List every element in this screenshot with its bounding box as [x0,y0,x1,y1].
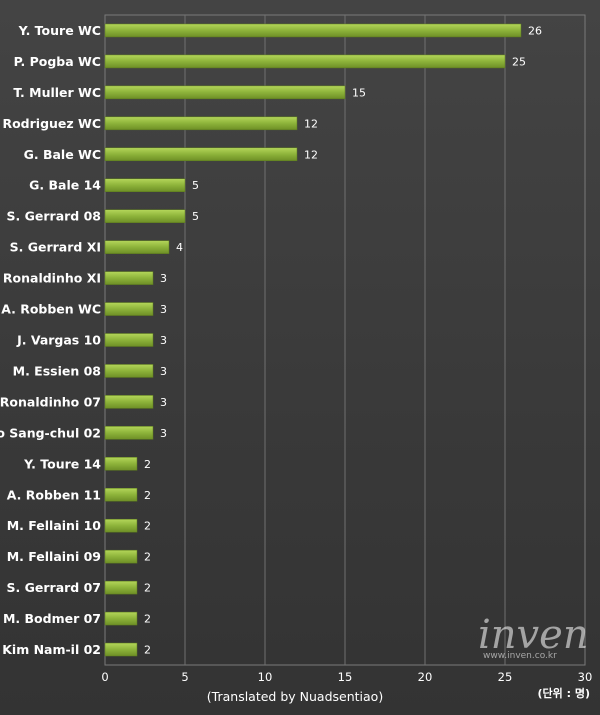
x-tick-label: 25 [498,670,513,684]
unit-label: (단위 : 명) [538,686,590,700]
category-label: T. Muller WC [13,85,101,100]
bar [104,518,138,533]
value-labels: 26 25 15 12 12 5 5 4 3 3 3 3 3 3 2 2 2 2 2 2 2 [144,24,542,656]
watermark-url: www.inven.co.kr [483,651,557,661]
value-label: 12 [304,117,318,130]
category-label: Kim Nam-il 02 [2,642,101,657]
bars [104,23,522,657]
value-label: 2 [144,613,151,626]
category-label: A. Robben 11 [7,487,101,502]
category-label: M. Bodmer 07 [3,611,101,626]
category-label: S. Gerrard 07 [7,580,101,595]
watermark: inven www.inven.co.kr [478,612,589,661]
category-label: A. Robben WC [1,302,101,317]
category-label: S. Gerrard 08 [7,209,101,224]
bar [104,611,138,626]
category-label: G. Bale 14 [29,178,101,193]
watermark-logo-text: inven [478,612,589,658]
x-tick-label: 5 [181,670,188,684]
category-label: Ronaldinho XI [3,271,101,286]
bar [104,642,138,657]
value-label: 3 [160,334,167,347]
value-label: 3 [160,272,167,285]
x-tick-label: 0 [101,670,108,684]
value-label: 2 [144,520,151,533]
category-label: J. Rodriguez WC [0,116,101,131]
value-label: 5 [192,210,199,223]
value-label: 12 [304,148,318,161]
category-label: P. Pogba WC [14,54,101,69]
value-label: 3 [160,427,167,440]
x-tick-label: 30 [578,670,593,684]
x-tick-labels: 0 5 10 15 20 25 30 [101,670,592,684]
bar [104,333,154,347]
bar [104,271,154,285]
value-label: 2 [144,644,151,657]
value-label: 2 [144,582,151,595]
bar [104,23,522,38]
category-label: Yoo Sang-chul 02 [0,425,101,440]
x-tick-label: 15 [338,670,353,684]
category-labels: Y. Toure WC P. Pogba WC T. Muller WC J. Rod… [0,23,101,657]
category-label: S. Gerrard XI [10,240,101,255]
value-label: 2 [144,551,151,564]
bar [104,549,138,564]
bar [104,209,186,223]
bar [104,364,154,378]
category-label: M. Fellaini 10 [7,518,102,533]
category-label: Y. Toure 14 [23,456,101,471]
value-label: 15 [352,86,366,99]
category-label: M. Fellaini 09 [7,549,101,564]
bar [104,580,138,595]
value-label: 2 [144,489,151,502]
value-label: 5 [192,179,199,192]
bar [104,457,138,471]
bar [104,240,170,254]
bar [104,395,154,409]
value-label: 3 [160,303,167,316]
bar [104,426,154,440]
x-axis-label: (Translated by Nuadsentiao) [207,689,383,704]
category-label: M. Essien 08 [13,363,101,378]
value-label: 3 [160,396,167,409]
grid-lines [184,15,506,665]
value-label: 2 [144,458,151,471]
category-label: Y. Toure WC [18,23,101,38]
x-tick-label: 10 [258,670,273,684]
bar [104,178,186,192]
bar [104,116,298,131]
value-label: 4 [176,241,183,254]
category-label: G. Bale WC [24,147,101,162]
bar [104,147,298,162]
bar [104,302,154,316]
bar [104,54,506,69]
value-label: 26 [528,24,542,37]
category-label: Ronaldinho 07 [0,394,101,409]
bar [104,85,346,100]
value-label: 3 [160,365,167,378]
bar [104,488,138,502]
value-label: 25 [512,55,526,68]
x-tick-label: 20 [418,670,433,684]
category-label: J. Vargas 10 [16,333,101,348]
